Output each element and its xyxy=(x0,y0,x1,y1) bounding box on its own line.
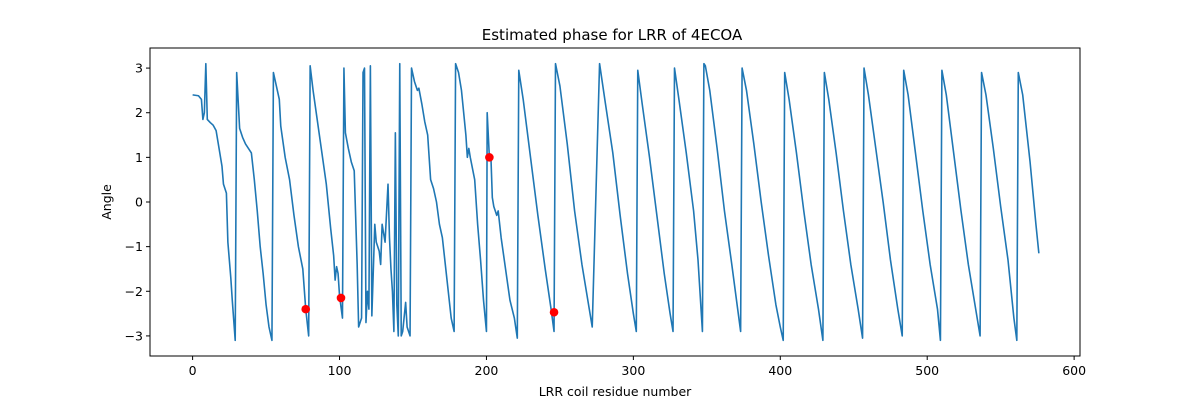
y-tick-label: 0 xyxy=(135,195,143,210)
y-tick-label: −1 xyxy=(125,239,143,254)
marker-point-2 xyxy=(485,153,494,162)
y-axis-label: Angle xyxy=(99,184,114,220)
y-tick-label: −2 xyxy=(125,284,143,299)
y-tick-label: 1 xyxy=(135,150,143,165)
y-tick-label: 3 xyxy=(135,61,143,76)
series-line-0 xyxy=(192,62,1040,342)
marker-point-0 xyxy=(301,304,311,314)
x-tick-label: 300 xyxy=(621,363,645,378)
x-tick-label: 100 xyxy=(328,363,352,378)
x-tick-label: 200 xyxy=(475,363,499,378)
x-tick-label: 600 xyxy=(1062,363,1086,378)
marker-point-1 xyxy=(336,293,346,303)
plot-area xyxy=(192,62,1040,342)
x-tick-label: 400 xyxy=(768,363,792,378)
x-tick-label: 500 xyxy=(915,363,939,378)
axis-ticks: 0 100 200 300 400 500 600 −3 −2 −1 0 1 2 3 xyxy=(125,61,1087,378)
y-tick-label: −3 xyxy=(125,328,143,343)
x-tick-label: 0 xyxy=(189,363,197,378)
marker-point-3 xyxy=(549,307,559,317)
x-axis-label: LRR coil residue number xyxy=(539,384,692,399)
chart-title: Estimated phase for LRR of 4ECOA xyxy=(482,26,743,44)
y-tick-label: 2 xyxy=(135,105,143,120)
